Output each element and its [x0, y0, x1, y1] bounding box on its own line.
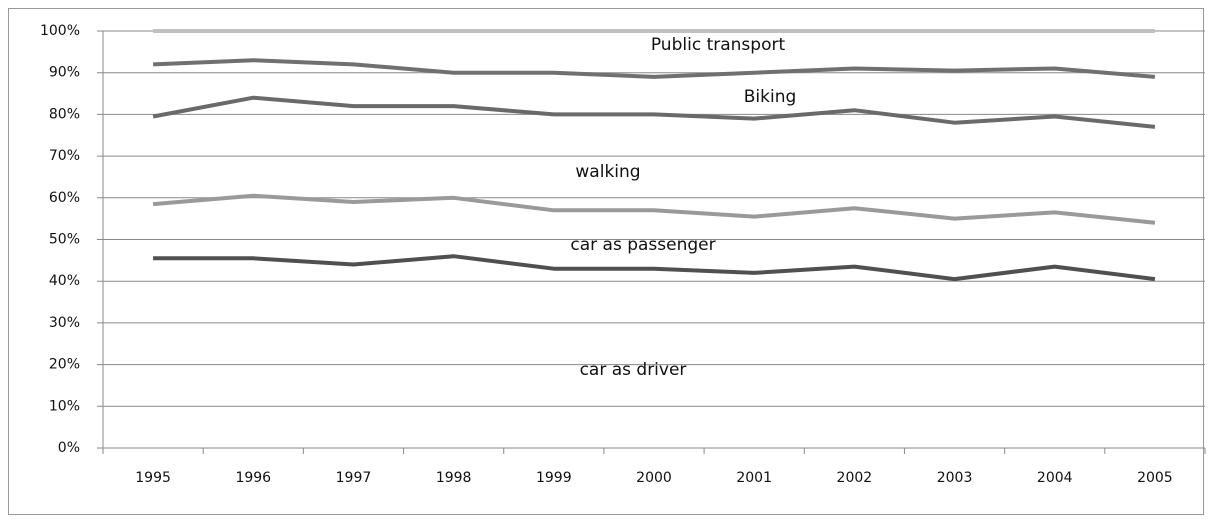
segment-label: walking	[575, 162, 640, 182]
series-line	[152, 193, 1156, 225]
x-tick-label: 1995	[135, 470, 171, 486]
chart-border	[8, 8, 1204, 515]
x-tick-label: 1998	[436, 470, 472, 486]
y-tick-label: 40%	[49, 273, 80, 289]
y-tick-label: 100%	[40, 23, 80, 39]
series-line	[153, 58, 1156, 79]
x-tick-label: 1999	[536, 470, 572, 486]
y-tick-label: 80%	[49, 106, 80, 122]
x-tick-label: 2003	[937, 470, 973, 486]
y-tick-label: 60%	[49, 190, 80, 206]
x-tick-label: 1997	[336, 470, 372, 486]
segment-label: Public transport	[651, 35, 786, 55]
series-line	[152, 95, 1156, 129]
x-tick-label: 1996	[235, 470, 271, 486]
x-tick-label: 2005	[1137, 470, 1173, 486]
y-tick-label: 50%	[49, 232, 80, 248]
y-tick-label: 90%	[49, 65, 80, 81]
x-tick-label: 2002	[837, 470, 873, 486]
segment-label: car as driver	[580, 360, 687, 380]
x-tick-label: 2000	[636, 470, 672, 486]
series-line	[153, 254, 1156, 282]
y-tick-label: 20%	[49, 357, 80, 373]
y-tick-label: 0%	[58, 440, 80, 456]
y-tick-label: 30%	[49, 315, 80, 331]
x-tick-label: 2001	[736, 470, 772, 486]
y-tick-label: 10%	[49, 398, 80, 414]
segment-label: car as passenger	[570, 235, 715, 255]
segment-label: Biking	[744, 87, 797, 107]
y-tick-label: 70%	[49, 148, 80, 164]
x-tick-label: 2004	[1037, 470, 1073, 486]
